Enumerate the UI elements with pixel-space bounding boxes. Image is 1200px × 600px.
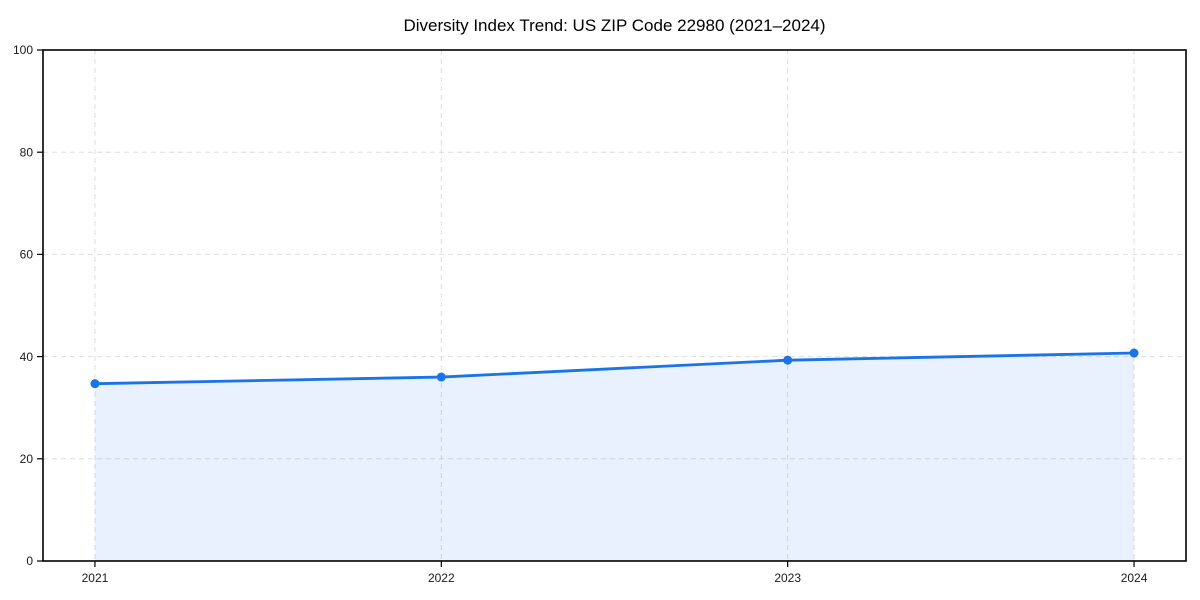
area-fill: [94, 353, 1135, 561]
trend-line: [93, 351, 1136, 386]
data-point-marker: [1129, 348, 1139, 358]
y-axis-ticks: 0 20 40 60 80 100: [13, 43, 43, 568]
data-points: [90, 348, 1139, 389]
x-axis-ticks: 2021 2022 2023 2024: [82, 561, 1148, 585]
data-point-marker: [783, 355, 793, 365]
data-point-marker: [90, 379, 100, 389]
y-tick-label: 100: [13, 43, 33, 57]
y-tick-label: 0: [26, 554, 33, 568]
x-tick-label: 2023: [774, 571, 801, 585]
x-tick-label: 2021: [82, 571, 109, 585]
x-tick-label: 2022: [428, 571, 455, 585]
y-tick-label: 20: [20, 452, 34, 466]
y-tick-label: 60: [20, 248, 34, 262]
y-tick-label: 80: [20, 145, 34, 159]
x-tick-label: 2024: [1121, 571, 1148, 585]
chart-title: Diversity Index Trend: US ZIP Code 22980…: [403, 16, 825, 35]
y-tick-label: 40: [20, 350, 34, 364]
gridlines: [43, 49, 1186, 561]
data-point-marker: [436, 372, 446, 382]
plot-border: [42, 49, 1187, 562]
